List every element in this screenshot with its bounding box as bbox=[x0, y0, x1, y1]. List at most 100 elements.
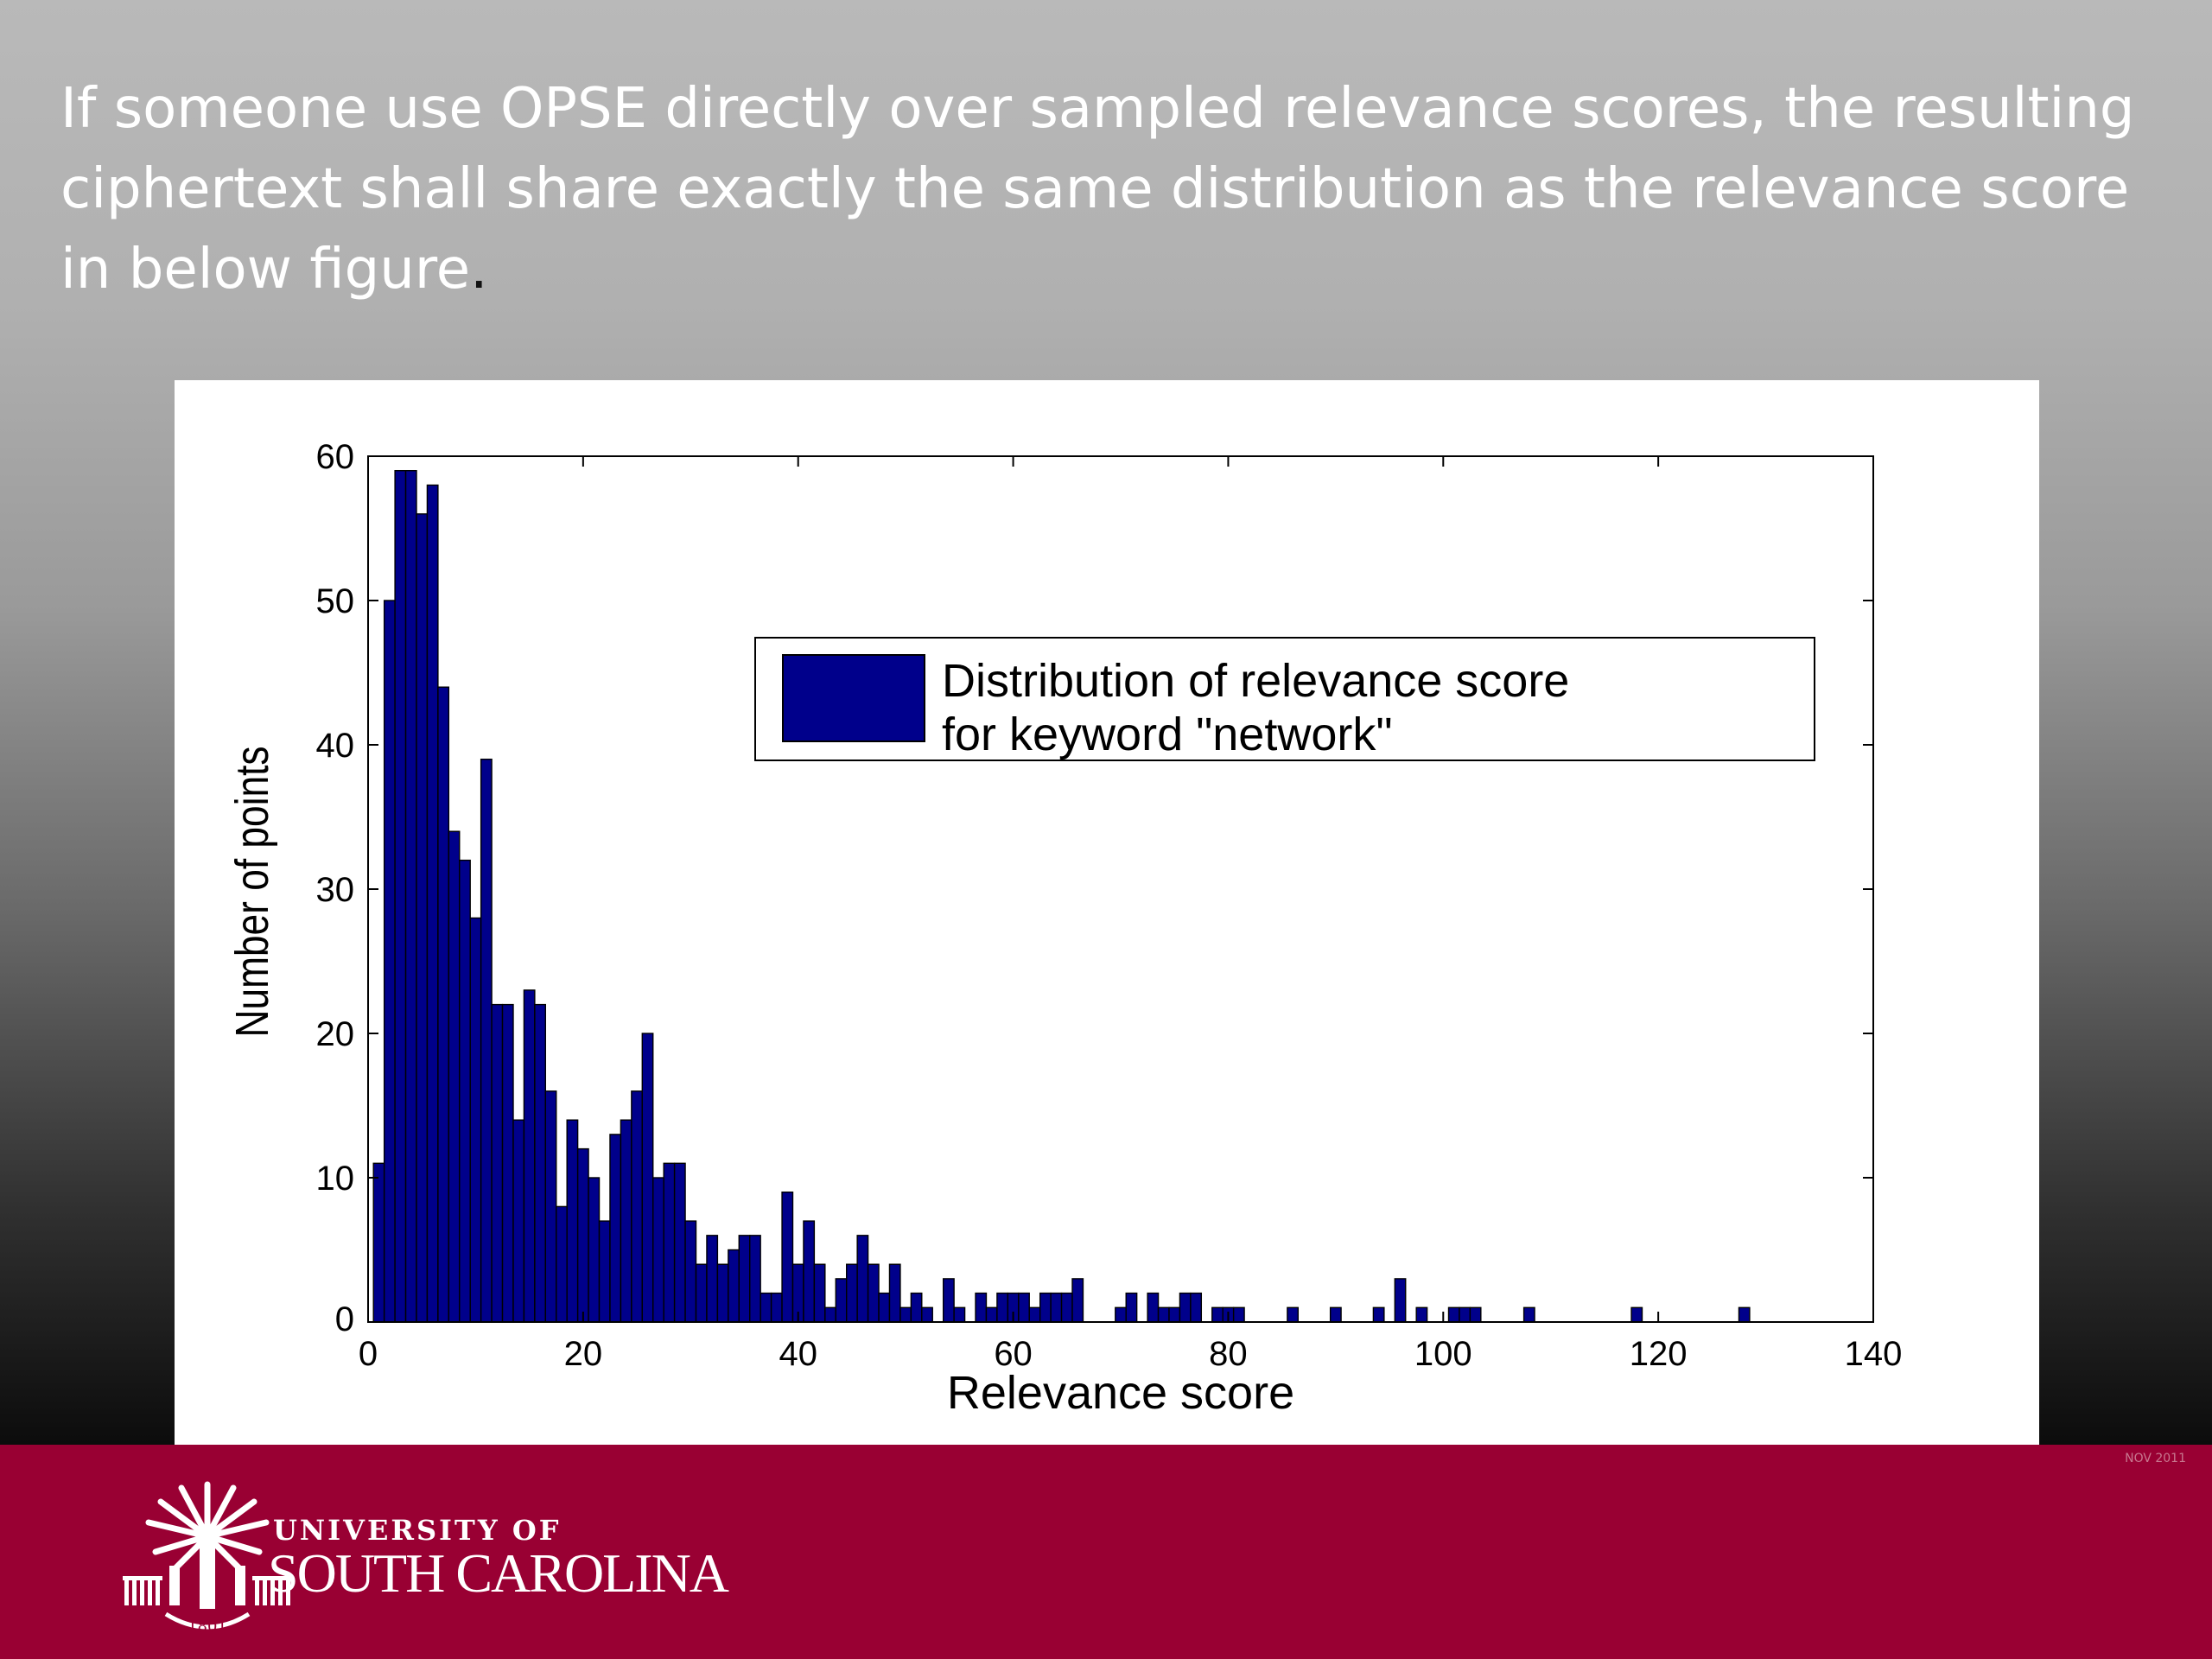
plot-frame bbox=[367, 455, 1874, 1323]
histogram-bar bbox=[856, 1235, 869, 1323]
histogram-bar bbox=[1071, 1278, 1084, 1323]
histogram-bar bbox=[416, 513, 429, 1323]
histogram-bar bbox=[738, 1235, 751, 1323]
histogram-bar bbox=[1630, 1306, 1643, 1323]
footer-date: NOV 2011 bbox=[2125, 1452, 2186, 1465]
histogram-bar bbox=[803, 1220, 816, 1323]
histogram-bar bbox=[781, 1192, 794, 1323]
histogram-bar bbox=[706, 1235, 719, 1323]
histogram-bar bbox=[1190, 1292, 1203, 1323]
histogram-bar bbox=[523, 989, 536, 1323]
histogram-bar bbox=[1447, 1306, 1460, 1323]
histogram-bar bbox=[1469, 1306, 1482, 1323]
histogram-figure: 0 20 40 60 80 100 120 140 0 10 20 30 40 50 60 Relevanc… bbox=[175, 380, 2039, 1445]
y-tick-label: 0 bbox=[335, 1300, 354, 1338]
histogram-bar bbox=[1287, 1306, 1299, 1323]
histogram-bar bbox=[556, 1205, 568, 1323]
histogram-bar bbox=[1211, 1306, 1224, 1323]
x-tick-label: 120 bbox=[1630, 1335, 1688, 1373]
histogram-bar bbox=[372, 1162, 385, 1323]
histogram-bar bbox=[1394, 1278, 1407, 1323]
histogram-bar bbox=[598, 1220, 611, 1323]
histogram-bar bbox=[620, 1119, 632, 1323]
histogram-bar bbox=[491, 1003, 504, 1323]
histogram-bar bbox=[695, 1263, 708, 1323]
histogram-bar bbox=[1157, 1306, 1170, 1323]
histogram-bar bbox=[942, 1278, 955, 1323]
histogram-bar bbox=[394, 469, 407, 1323]
slide-text-period: . bbox=[470, 238, 488, 302]
histogram-bar bbox=[459, 859, 471, 1323]
histogram-bar bbox=[512, 1119, 525, 1323]
histogram-bar bbox=[813, 1263, 826, 1323]
legend-box bbox=[754, 637, 1815, 761]
x-tick-label: 0 bbox=[359, 1335, 378, 1373]
histogram-bar bbox=[1232, 1306, 1245, 1323]
histogram-bar bbox=[1060, 1292, 1073, 1323]
x-tick-label: 80 bbox=[1209, 1335, 1248, 1373]
histogram-bar bbox=[684, 1220, 697, 1323]
y-tick-label: 30 bbox=[316, 871, 355, 909]
histogram-bar bbox=[846, 1263, 858, 1323]
legend-label-line2: for keyword "network" bbox=[942, 709, 1393, 760]
histogram-bar bbox=[953, 1306, 966, 1323]
y-tick-label: 50 bbox=[316, 582, 355, 620]
histogram-bar bbox=[1125, 1292, 1138, 1323]
histogram-bar bbox=[1147, 1292, 1160, 1323]
histogram-bar bbox=[383, 600, 396, 1323]
x-axis-label: Relevance score bbox=[947, 1367, 1294, 1419]
x-tick-label: 40 bbox=[779, 1335, 817, 1373]
legend: Distribution of relevance score for keyw… bbox=[754, 637, 1815, 761]
slide-text-content: If someone use OPSE directly over sample… bbox=[60, 77, 2135, 302]
histogram-bar bbox=[673, 1162, 686, 1323]
x-tick-label: 20 bbox=[564, 1335, 603, 1373]
tick-label-group: 0 20 40 60 80 100 120 140 0 10 20 30 40 50 60 bbox=[316, 438, 1903, 1373]
histogram-bar bbox=[1738, 1306, 1751, 1323]
histogram-bar bbox=[588, 1177, 601, 1323]
histogram-bar bbox=[1522, 1306, 1535, 1323]
histogram-bar bbox=[824, 1306, 836, 1323]
histogram-bar bbox=[878, 1292, 891, 1323]
y-tick-label: 40 bbox=[316, 727, 355, 765]
y-tick-label: 60 bbox=[316, 438, 355, 476]
histogram-bar bbox=[501, 1003, 514, 1323]
histogram-bar bbox=[609, 1134, 622, 1323]
histogram-bar bbox=[469, 917, 482, 1323]
histogram-bar bbox=[1018, 1292, 1030, 1323]
legend-swatch bbox=[782, 654, 925, 742]
histogram-bar bbox=[910, 1292, 923, 1323]
university-name-line1: UNIVERSITY OF bbox=[273, 1514, 562, 1547]
histogram-bar bbox=[749, 1235, 761, 1323]
logo-year: 1801 bbox=[188, 1618, 227, 1636]
histogram-bar bbox=[1415, 1306, 1428, 1323]
histogram-chart: 0 20 40 60 80 100 120 140 0 10 20 30 40 50 60 Relevanc… bbox=[226, 438, 1903, 1419]
histogram-bar bbox=[1115, 1306, 1127, 1323]
histogram-bar bbox=[728, 1249, 740, 1323]
histogram-bar bbox=[1179, 1292, 1192, 1323]
x-tick-label: 60 bbox=[994, 1335, 1033, 1373]
histogram-bar bbox=[631, 1090, 643, 1323]
histogram-bar bbox=[652, 1177, 664, 1323]
histogram-bar bbox=[566, 1119, 579, 1323]
histogram-bar bbox=[480, 759, 493, 1323]
histogram-bar bbox=[426, 484, 439, 1323]
university-name-line2: SOUTH CAROLINA bbox=[268, 1542, 729, 1604]
histogram-bar bbox=[899, 1306, 912, 1323]
histogram-bar bbox=[716, 1263, 729, 1323]
histogram-bar bbox=[985, 1306, 998, 1323]
x-tick-label: 140 bbox=[1845, 1335, 1903, 1373]
y-axis-label: Number of points bbox=[226, 746, 278, 1037]
histogram-bar bbox=[975, 1292, 988, 1323]
histogram-bar bbox=[770, 1292, 783, 1323]
histogram-bar bbox=[835, 1278, 848, 1323]
university-palmetto-logo: 1801 bbox=[123, 1481, 292, 1636]
histogram-bar bbox=[921, 1306, 933, 1323]
histogram-bar bbox=[888, 1263, 901, 1323]
histogram-bar bbox=[1459, 1306, 1471, 1323]
histogram-bar bbox=[1372, 1306, 1385, 1323]
histogram-bar bbox=[544, 1090, 557, 1323]
histogram-bar bbox=[404, 469, 417, 1323]
footer-band: NOV 2011 bbox=[0, 1445, 2212, 1659]
histogram-bar bbox=[867, 1263, 880, 1323]
legend-label-line1: Distribution of relevance score bbox=[942, 655, 1569, 707]
